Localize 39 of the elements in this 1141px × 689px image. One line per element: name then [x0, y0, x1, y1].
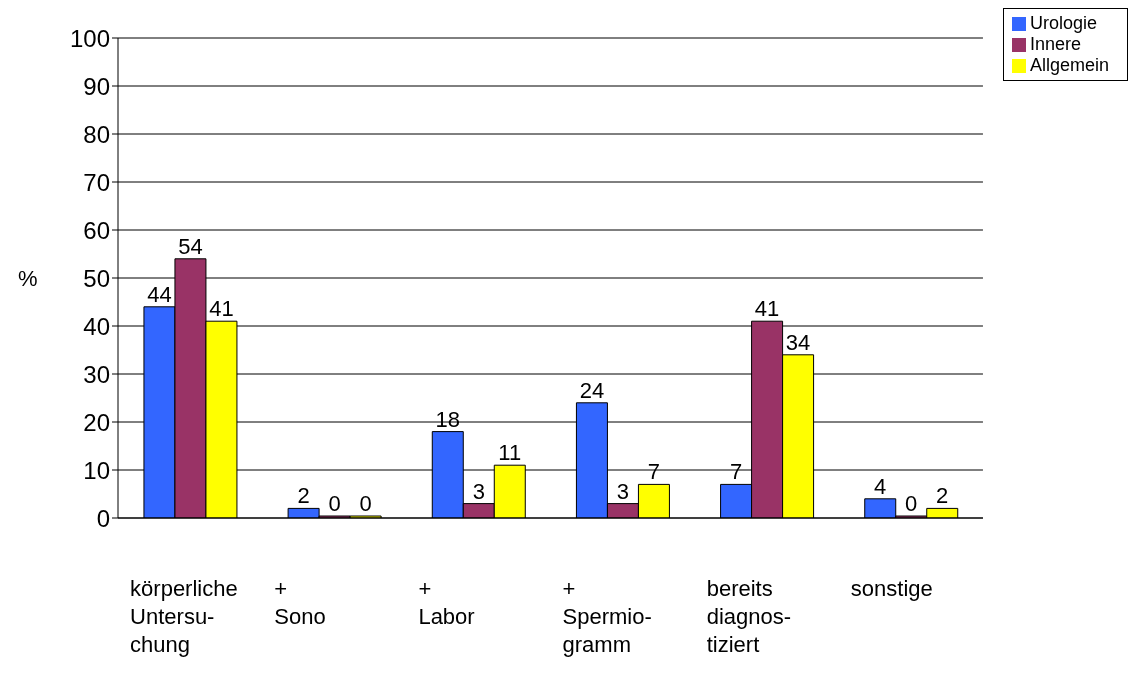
data-label: 0 — [328, 491, 341, 516]
data-label: 0 — [359, 491, 372, 516]
y-tick-label: 100 — [69, 24, 110, 52]
y-tick-label: 10 — [83, 456, 110, 484]
x-tick-label: körperliche Untersu- chung — [130, 576, 238, 657]
x-tick-label: + Labor — [418, 576, 475, 629]
data-label: 18 — [435, 406, 461, 432]
data-label: 54 — [178, 233, 203, 259]
y-tick-label: 80 — [83, 120, 110, 148]
data-label: 2 — [936, 483, 949, 509]
y-tick-label: 40 — [83, 312, 110, 340]
y-tick-label: 50 — [83, 264, 110, 292]
data-label: 24 — [579, 377, 605, 403]
x-tick-label: sonstige — [850, 576, 933, 601]
y-tick-label: 20 — [83, 408, 110, 436]
data-label: 4 — [874, 473, 887, 499]
legend-label: Innere — [1029, 34, 1081, 54]
x-tick-label: + Sono — [274, 576, 326, 629]
y-tick-label: 60 — [83, 216, 110, 244]
data-label: 3 — [616, 478, 630, 504]
data-label: 3 — [472, 478, 485, 504]
legend-label: Urologie — [1029, 13, 1097, 33]
data-label: 0 — [905, 491, 918, 516]
y-tick-label: 90 — [83, 72, 110, 100]
data-label: 2 — [297, 483, 310, 509]
y-tick-label: 70 — [83, 168, 110, 196]
data-label: 7 — [647, 459, 661, 485]
data-label: 44 — [147, 281, 172, 307]
y-axis-title: % — [18, 265, 38, 291]
data-label: 11 — [498, 440, 522, 466]
data-label: 7 — [729, 459, 743, 485]
data-label: 34 — [785, 329, 811, 355]
data-label: 41 — [209, 296, 234, 322]
data-label: 41 — [754, 296, 780, 322]
legend-label: Allgemein — [1029, 55, 1109, 75]
x-tick-label: bereits diagnos- tiziert — [706, 576, 792, 657]
y-tick-label: 0 — [96, 504, 110, 532]
y-tick-label: 30 — [83, 360, 110, 388]
x-tick-label: + Spermio- gramm — [562, 576, 652, 657]
